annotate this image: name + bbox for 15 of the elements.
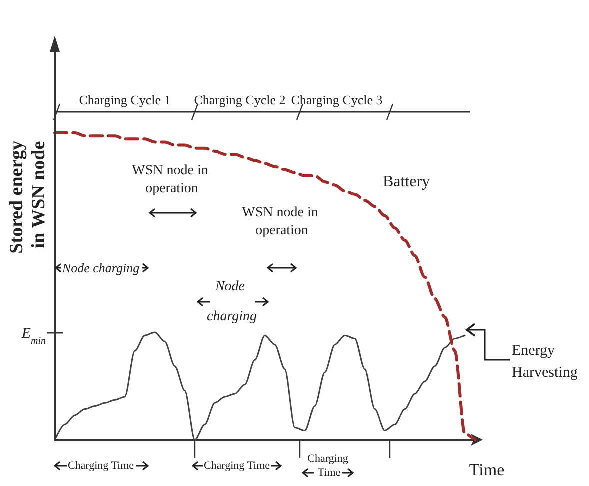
- text: Charging Cycle 3: [291, 92, 383, 108]
- y-axis-title: Stored energy in WSN node: [6, 136, 50, 254]
- text: Charging Time: [68, 460, 134, 472]
- text: Charging Cycle 1: [79, 92, 171, 108]
- annotation: Node charging: [61, 260, 140, 276]
- text: Energy Harvesting: [512, 343, 578, 381]
- x-axis-title: Time: [469, 460, 505, 480]
- text: Charging Cycle 2: [194, 92, 286, 108]
- text: E$_{min}$: [20, 326, 46, 346]
- text: Charging Time: [308, 453, 349, 479]
- annotation: WSN node in operation: [242, 206, 322, 238]
- text: Charging Time: [204, 460, 270, 472]
- annotation: WSN node in operation: [132, 164, 212, 196]
- series-label: Battery: [383, 174, 430, 190]
- annotation: Node charging: [206, 280, 258, 324]
